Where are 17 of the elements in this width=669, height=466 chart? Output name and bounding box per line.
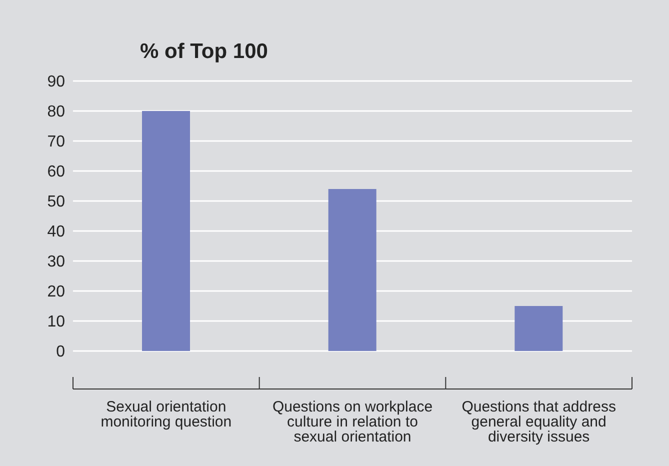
y-tick-label: 80 bbox=[47, 104, 66, 121]
y-tick-label: 40 bbox=[47, 224, 66, 241]
y-tick-label: 0 bbox=[56, 344, 66, 361]
y-tick-label: 90 bbox=[47, 74, 66, 91]
chart-title: % of Top 100 bbox=[140, 40, 268, 64]
y-tick-label: 20 bbox=[47, 284, 66, 301]
bar bbox=[142, 111, 190, 351]
x-tick-label: Sexual orientation monitoring question bbox=[100, 398, 232, 431]
y-tick-label: 50 bbox=[47, 194, 66, 211]
bar bbox=[514, 306, 563, 351]
y-tick-label: 10 bbox=[47, 314, 66, 331]
y-tick-label: 30 bbox=[47, 254, 66, 271]
bar bbox=[328, 189, 376, 351]
x-tick-label: Questions that address general equality and diversity issues bbox=[462, 398, 616, 446]
y-tick-label: 70 bbox=[47, 134, 66, 151]
x-tick-label: Questions on workplace culture in relation to sexual orientation bbox=[272, 398, 433, 446]
y-tick-label: 60 bbox=[47, 164, 66, 181]
